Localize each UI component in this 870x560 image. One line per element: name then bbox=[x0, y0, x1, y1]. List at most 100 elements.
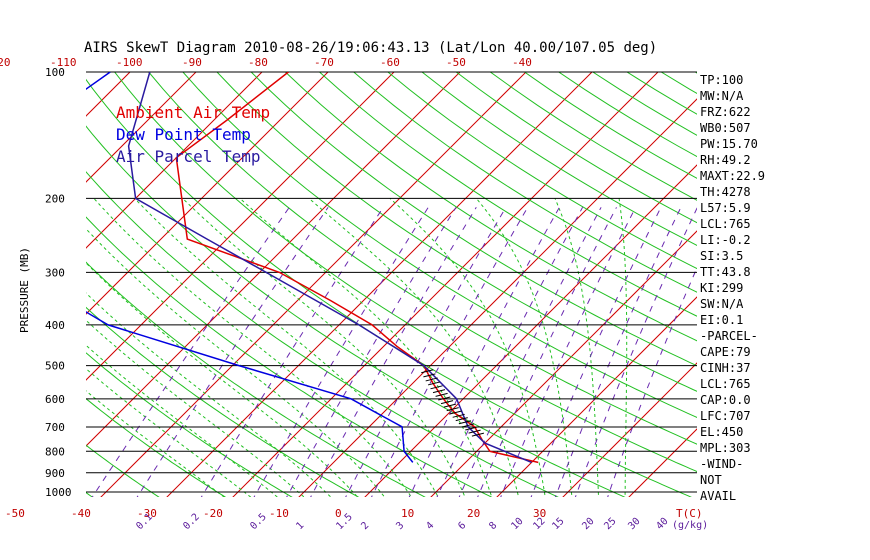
moist-adiabat-line bbox=[134, 198, 439, 497]
mixing-ratio-label: 25 bbox=[602, 516, 618, 532]
isotherm-line bbox=[364, 164, 697, 497]
cape-hatch bbox=[455, 417, 468, 422]
mixing-ratio-line bbox=[200, 207, 384, 497]
top-temp-tick-label: -90 bbox=[182, 56, 202, 69]
dry-adiabat-line bbox=[86, 444, 160, 497]
dry-adiabat-line bbox=[387, 72, 697, 270]
mixing-ratio-label: 2 bbox=[359, 520, 371, 532]
cape-hatch bbox=[435, 392, 448, 397]
cape-hatch bbox=[438, 396, 451, 401]
isotherm-line bbox=[86, 72, 263, 249]
pressure-tick-label: 500 bbox=[45, 360, 65, 373]
mixing-ratio-line bbox=[500, 207, 637, 497]
stat-item: SW:N/A bbox=[700, 297, 744, 311]
moist-adiabat-line bbox=[86, 292, 332, 497]
pressure-tick-label: 200 bbox=[45, 192, 65, 205]
cape-hatch bbox=[432, 389, 446, 394]
mixing-ratio-label: 40 bbox=[654, 516, 670, 532]
top-temp-tick-label: -40 bbox=[512, 56, 532, 69]
mixing-ratio-line bbox=[530, 207, 662, 497]
legend-entry: Air Parcel Temp bbox=[116, 147, 261, 166]
stat-item: MAXT:22.9 bbox=[700, 169, 765, 183]
mixing-ratio-label: 8 bbox=[487, 520, 499, 532]
stat-item: MW:N/A bbox=[700, 89, 744, 103]
moist-adiabat-line bbox=[554, 198, 600, 497]
mixing-ratio-label: 10 bbox=[509, 516, 525, 532]
stat-item: TH:4278 bbox=[700, 185, 751, 199]
dry-adiabat-line bbox=[113, 72, 697, 473]
moist-adiabat-line bbox=[86, 262, 359, 497]
bottom-temp-tick-label: -10 bbox=[269, 507, 289, 520]
top-temp-tick-label: -60 bbox=[380, 56, 400, 69]
top-temp-tick-label: -100 bbox=[116, 56, 143, 69]
stat-item: LCL:765 bbox=[700, 217, 751, 231]
chart-title: AIRS SkewT Diagram 2010-08-26/19:06:43.1… bbox=[84, 40, 657, 56]
mixing-ratio-line bbox=[91, 207, 290, 497]
dry-adiabat-line bbox=[86, 398, 227, 497]
dry-adiabat-line bbox=[148, 72, 697, 445]
moist-adiabat-line bbox=[389, 198, 546, 497]
moist-adiabat-line bbox=[86, 228, 386, 497]
top-temp-tick-label: -50 bbox=[446, 56, 466, 69]
mixing-ratio-line bbox=[574, 207, 697, 497]
dry-adiabat-line bbox=[86, 216, 493, 497]
mixing-ratio-label: 20 bbox=[580, 516, 596, 532]
stat-item: LI:-0.2 bbox=[700, 233, 751, 247]
mixing-ratio-line bbox=[286, 207, 457, 497]
stat-item: NOT bbox=[700, 473, 722, 487]
isotherm-line bbox=[496, 296, 697, 497]
bottom-temp-tick-label: -50 bbox=[5, 507, 25, 520]
stat-item: SI:3.5 bbox=[700, 249, 743, 263]
stat-item: -PARCEL- bbox=[700, 329, 758, 343]
dry-adiabat-line bbox=[352, 72, 697, 293]
isotherm-line bbox=[0, 62, 8, 507]
moist-adiabat-line bbox=[86, 390, 225, 497]
mixing-ratio-label: 15 bbox=[550, 516, 566, 532]
temp-unit-label: T(C) bbox=[676, 507, 703, 520]
isotherm-line bbox=[232, 72, 659, 497]
cape-hatch bbox=[446, 407, 459, 412]
stat-item: WB0:507 bbox=[700, 121, 751, 135]
mixing-ratio-line bbox=[136, 207, 329, 497]
isotherm-line bbox=[0, 62, 74, 507]
pressure-tick-label: 300 bbox=[45, 266, 65, 279]
mixing-ratio-lines bbox=[91, 207, 697, 497]
cape-hatch bbox=[421, 369, 434, 374]
mixing-ratio-label: 0.5 bbox=[248, 512, 269, 533]
bottom-temp-tick-label: 0 bbox=[335, 507, 342, 520]
isotherm-line bbox=[628, 428, 697, 497]
dry-adiabat-line bbox=[182, 72, 697, 419]
stat-item: CINH:37 bbox=[700, 361, 751, 375]
pressure-tick-label: 1000 bbox=[45, 486, 72, 499]
stat-item: EL:450 bbox=[700, 425, 743, 439]
adiabat-lines bbox=[86, 72, 697, 497]
dry-adiabat-line bbox=[318, 72, 697, 317]
mixing-ratio-line bbox=[345, 207, 507, 497]
isotherm-line bbox=[86, 72, 395, 381]
mixing-ratio-label: 1 bbox=[294, 520, 306, 532]
stat-item: PW:15.70 bbox=[700, 137, 758, 151]
isotherm-line bbox=[100, 72, 527, 497]
mixing-ratio-line bbox=[408, 207, 560, 497]
mixing-ratio-label: 30 bbox=[626, 516, 642, 532]
mixing-ratio-label: 4 bbox=[424, 520, 436, 532]
mixing-ratio-label: 0.2 bbox=[181, 512, 202, 533]
stat-item: FRZ:622 bbox=[700, 105, 751, 119]
dry-adiabat-line bbox=[216, 72, 697, 392]
stat-item: CAPE:79 bbox=[700, 345, 751, 359]
dry-adiabat-line bbox=[86, 352, 293, 497]
mixing-unit-label: (g/kg) bbox=[672, 520, 708, 531]
mixing-ratio-line bbox=[554, 207, 682, 497]
dry-adiabat-line bbox=[86, 125, 626, 497]
dry-adiabat-line bbox=[284, 72, 697, 342]
cape-hatch bbox=[443, 403, 456, 408]
stability-indices: TP:100 MW:N/A FRZ:622 WB0:507 PW:15.70 RH:49.… bbox=[700, 73, 765, 503]
dry-adiabat-line bbox=[86, 78, 693, 497]
stat-item: RH:49.2 bbox=[700, 153, 751, 167]
moist-adiabat-line bbox=[93, 198, 412, 497]
cape-hatch bbox=[461, 423, 475, 428]
stat-item: -WIND- bbox=[700, 457, 743, 471]
pressure-tick-label: 800 bbox=[45, 445, 65, 458]
